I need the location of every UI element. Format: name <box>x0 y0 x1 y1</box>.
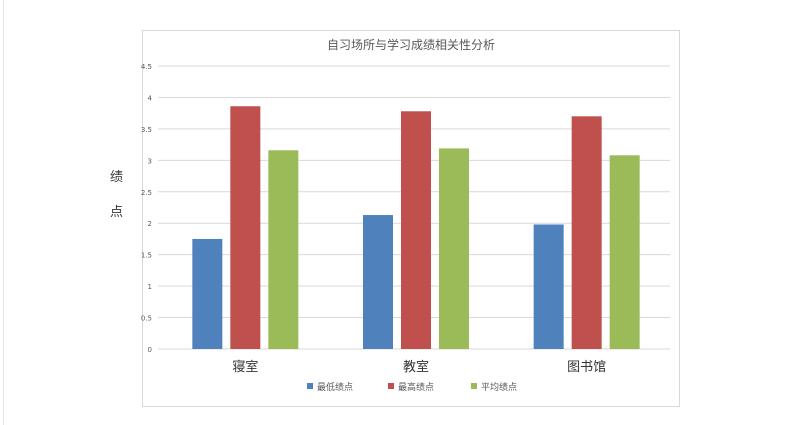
x-tick-label: 寝室 <box>232 359 258 375</box>
y-tick-label: 1.5 <box>141 252 152 260</box>
x-tick-label: 图书馆 <box>567 360 606 375</box>
y-tick-label: 3 <box>148 157 152 165</box>
y-tick-label: 2 <box>148 220 152 228</box>
y-tick-label: 3.5 <box>141 126 152 134</box>
bar-2-3 <box>571 116 602 349</box>
chart-title: 自习场所与学习成绩相关性分析 <box>327 37 495 52</box>
left-edge-line <box>3 0 4 425</box>
y-tick-label: 4 <box>148 94 153 102</box>
bar-1-3 <box>533 224 564 349</box>
bar-2-1 <box>230 106 261 349</box>
legend-swatch <box>388 383 394 389</box>
bar-3-3 <box>609 155 640 349</box>
legend-swatch <box>471 383 477 389</box>
y-tick-label: 4.5 <box>141 63 152 71</box>
legend-label: 最低绩点 <box>317 381 353 393</box>
x-tick-label: 教室 <box>403 359 429 375</box>
y-tick-label: 1 <box>148 283 152 291</box>
y-tick-label: 0 <box>148 346 152 354</box>
chart-frame <box>142 30 680 407</box>
bar-3-2 <box>439 148 469 349</box>
bar-1-1 <box>192 238 223 349</box>
y-tick-label: 2.5 <box>141 189 152 197</box>
y-axis-label-char2: 点 <box>110 205 124 220</box>
y-tick-label: 0.5 <box>141 315 152 323</box>
bar-2-2 <box>401 111 431 349</box>
y-axis-label-char1: 绩 <box>110 170 124 185</box>
bar-3-1 <box>268 150 299 349</box>
legend-swatch <box>307 383 313 389</box>
bar-1-2 <box>363 215 393 349</box>
legend-label: 平均绩点 <box>481 381 517 393</box>
legend-label: 最高绩点 <box>398 381 434 393</box>
